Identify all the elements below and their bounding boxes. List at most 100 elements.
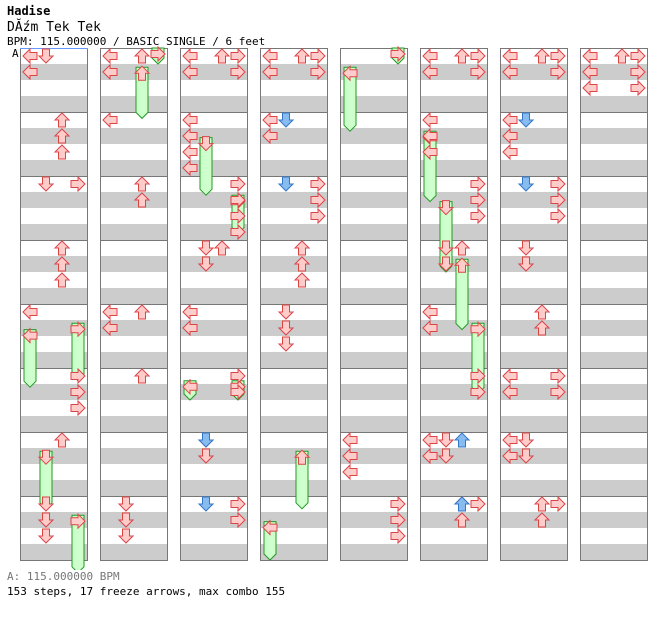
- left-arrow: [182, 111, 198, 129]
- beat-stripe: [100, 160, 168, 176]
- beat-stripe: [420, 512, 488, 528]
- chart-column: [100, 48, 168, 561]
- freeze-head-arrow: [22, 327, 38, 344]
- right-arrow: [390, 527, 406, 545]
- up-arrow: [453, 240, 471, 256]
- up-arrow: [53, 144, 71, 160]
- left-arrow: [422, 303, 438, 321]
- left-arrow: [182, 319, 198, 337]
- right-arrow: [550, 47, 566, 65]
- beat-stripe: [100, 512, 168, 528]
- down-arrow: [517, 432, 535, 448]
- beat-stripe: [100, 352, 168, 368]
- left-arrow: [102, 47, 118, 65]
- up-arrow: [133, 304, 151, 320]
- beat-stripe: [100, 384, 168, 400]
- beat-stripe: [340, 416, 408, 432]
- beat-stripe: [580, 160, 648, 176]
- beat-stripe: [500, 288, 568, 304]
- right-arrow: [630, 47, 646, 65]
- beat-stripe: [100, 128, 168, 144]
- beat-stripe: [580, 256, 648, 272]
- beat-stripe: [260, 256, 328, 272]
- beat-stripe: [260, 96, 328, 112]
- beat-stripe: [420, 256, 488, 272]
- right-arrow: [550, 207, 566, 225]
- beat-stripe: [580, 512, 648, 528]
- beat-stripe: [500, 224, 568, 240]
- beat-stripe: [260, 160, 328, 176]
- left-arrow: [342, 463, 358, 481]
- beat-stripe: [500, 160, 568, 176]
- shock-down-arrow: [197, 496, 215, 512]
- down-arrow: [37, 512, 55, 528]
- beat-stripe: [340, 256, 408, 272]
- beat-stripe: [180, 544, 248, 560]
- beat-stripe: [420, 160, 488, 176]
- left-arrow: [422, 127, 438, 145]
- up-arrow: [213, 48, 231, 64]
- beat-stripe: [100, 448, 168, 464]
- up-arrow: [293, 272, 311, 288]
- right-arrow: [230, 223, 246, 241]
- left-arrow: [342, 447, 358, 465]
- beat-stripe: [340, 288, 408, 304]
- left-arrow: [422, 143, 438, 161]
- left-arrow: [502, 447, 518, 465]
- up-arrow: [133, 192, 151, 208]
- beat-stripe: [340, 320, 408, 336]
- right-arrow: [70, 175, 86, 193]
- left-arrow: [502, 111, 518, 129]
- up-arrow: [133, 176, 151, 192]
- right-arrow: [550, 175, 566, 193]
- right-arrow: [470, 495, 486, 513]
- beat-stripe: [20, 96, 88, 112]
- beat-stripe: [260, 288, 328, 304]
- up-arrow: [133, 48, 151, 64]
- right-arrow: [230, 207, 246, 225]
- left-arrow: [102, 303, 118, 321]
- freeze-head-arrow: [453, 257, 471, 273]
- beat-stripe: [180, 416, 248, 432]
- right-arrow: [470, 175, 486, 193]
- shock-up-arrow: [453, 496, 471, 512]
- beat-stripe: [180, 480, 248, 496]
- beat-stripe: [420, 544, 488, 560]
- freeze-head-arrow: [70, 512, 86, 530]
- beat-stripe: [500, 256, 568, 272]
- freeze-head-arrow: [262, 519, 278, 536]
- freeze-head-arrow: [293, 449, 311, 465]
- down-arrow: [437, 240, 455, 256]
- beat-stripe: [20, 448, 88, 464]
- down-arrow: [517, 256, 535, 272]
- beat-stripe: [340, 384, 408, 400]
- right-arrow: [470, 191, 486, 209]
- left-arrow: [502, 431, 518, 449]
- freeze-arrow: [455, 258, 469, 331]
- beat-stripe: [100, 480, 168, 496]
- beat-stripe: [100, 96, 168, 112]
- right-arrow: [230, 63, 246, 81]
- up-arrow: [533, 320, 551, 336]
- beat-stripe: [20, 544, 88, 560]
- right-arrow: [310, 191, 326, 209]
- right-arrow: [230, 383, 246, 401]
- right-arrow: [470, 367, 486, 385]
- beat-stripe: [580, 352, 648, 368]
- beat-stripe: [580, 384, 648, 400]
- freeze-head-arrow: [150, 45, 166, 63]
- beat-stripe: [20, 160, 88, 176]
- beat-stripe: [20, 352, 88, 368]
- beat-stripe: [180, 256, 248, 272]
- beat-stripe: [20, 192, 88, 208]
- left-arrow: [582, 79, 598, 97]
- down-arrow: [117, 528, 135, 544]
- left-arrow: [502, 47, 518, 65]
- freeze-head-arrow: [182, 378, 198, 396]
- down-arrow: [277, 304, 295, 320]
- beat-stripe: [420, 416, 488, 432]
- chart-info: BPM: 115.000000 / BASIC SINGLE / 6 feet: [7, 35, 266, 48]
- beat-stripe: [260, 352, 328, 368]
- beat-stripe: [420, 96, 488, 112]
- right-arrow: [230, 175, 246, 193]
